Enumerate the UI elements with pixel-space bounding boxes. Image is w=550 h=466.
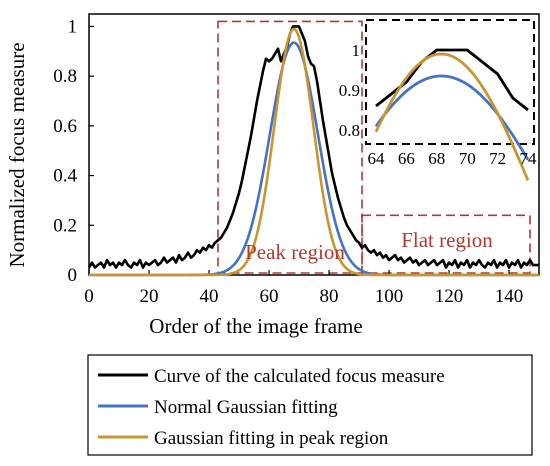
inset-x-tick-label: 68 xyxy=(428,149,445,168)
region-label-peak: Peak region xyxy=(245,240,345,264)
x-tick-label: 60 xyxy=(260,286,279,307)
y-tick-label: 0.8 xyxy=(53,66,77,87)
x-tick-label: 80 xyxy=(320,286,339,307)
legend-label-focus-curve: Curve of the calculated focus measure xyxy=(154,366,445,387)
legend-label-peak-gaussian: Gaussian fitting in peak region xyxy=(154,428,389,449)
y-tick-label: 0.6 xyxy=(53,116,77,137)
x-tick-label: 40 xyxy=(200,286,219,307)
inset-x-tick-label: 72 xyxy=(489,149,506,168)
inset-y-tick-label: 0.9 xyxy=(339,81,360,100)
legend-label-normal-gaussian: Normal Gaussian fitting xyxy=(154,397,338,418)
legend-frame xyxy=(87,354,533,456)
main-plot-frame xyxy=(88,13,540,276)
inset-x-tick-label: 70 xyxy=(459,149,476,168)
x-tick-label: 100 xyxy=(375,286,404,307)
y-axis-label: Normalized focus measure xyxy=(5,42,29,267)
inset-y-tick-label: 1 xyxy=(352,41,361,60)
y-tick-label: 0.4 xyxy=(53,166,77,187)
region-box-flat xyxy=(361,214,531,274)
x-tick-label: 0 xyxy=(84,286,94,307)
series-line-peak-gaussian xyxy=(89,27,539,277)
main-series-group xyxy=(87,25,539,277)
region-labels: Peak region Flat region xyxy=(245,228,493,264)
x-axis-label: Order of the image frame xyxy=(149,314,362,338)
region-box-peak xyxy=(217,20,363,274)
series-line-focus-curve xyxy=(87,25,539,269)
y-tick-label: 0 xyxy=(68,265,78,286)
inset-axis-ticks: 64 66 68 70 72 74 0.8 0.9 1 xyxy=(339,41,537,168)
y-tick-label: 1 xyxy=(68,16,78,37)
inset-x-tick-label: 64 xyxy=(368,149,386,168)
region-label-flat: Flat region xyxy=(401,228,493,252)
x-tick-label: 140 xyxy=(495,286,524,307)
series-line-peak-gaussian-inset xyxy=(374,52,530,181)
region-boxes xyxy=(217,20,531,274)
inset-y-tick-label: 0.8 xyxy=(339,121,360,140)
x-tick-label: 120 xyxy=(435,286,464,307)
x-tick-label: 20 xyxy=(140,286,159,307)
legend: Curve of the calculated focus measure No… xyxy=(87,354,533,456)
inset-background xyxy=(366,20,534,144)
main-axis-ticks: 0 20 40 60 80 100 120 140 0 0.2 0.4 0.6 0.8 1 xyxy=(53,16,523,307)
inset-x-tick-label: 74 xyxy=(520,149,538,168)
inset-x-tick-label: 66 xyxy=(398,149,415,168)
y-tick-label: 0.2 xyxy=(53,215,77,236)
inset-series-group xyxy=(374,48,530,181)
inset-frame xyxy=(365,19,535,145)
